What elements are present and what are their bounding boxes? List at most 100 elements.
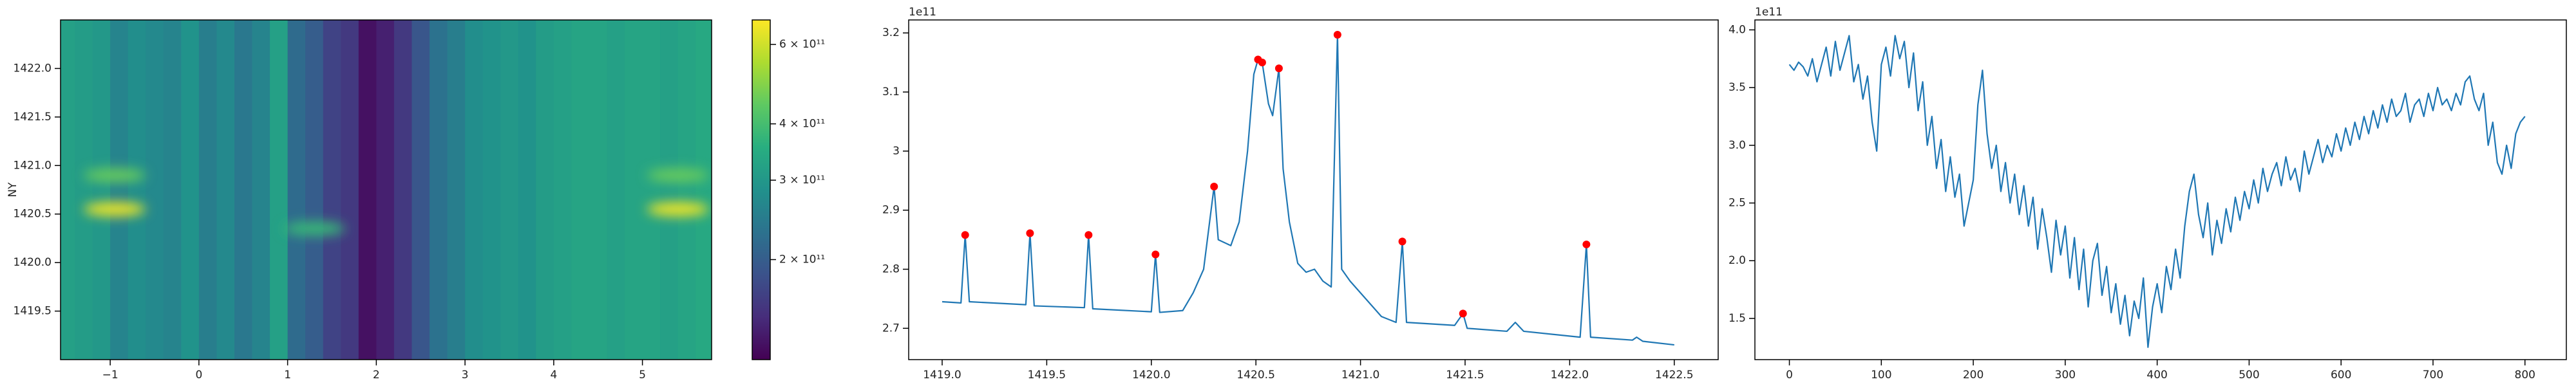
x-tick-label: 1422.5 — [1655, 369, 1693, 381]
heatmap-column — [323, 20, 341, 360]
peak-marker — [1210, 182, 1218, 190]
y-tick-label: 3 — [893, 145, 900, 158]
y-tick-label: 1421.5 — [14, 111, 52, 124]
x-tick-label: 1420.5 — [1236, 369, 1274, 381]
colorbar-tick-label: 2 × 10¹¹ — [779, 253, 825, 266]
x-tick-label: −1 — [102, 369, 118, 381]
y-tick-label: 2.0 — [1728, 254, 1746, 267]
y-tick-label: 1419.5 — [14, 305, 52, 318]
heatmap-column — [500, 20, 519, 360]
y-tick-label: 2.8 — [882, 263, 900, 276]
colorbar — [752, 19, 771, 360]
y-tick-label: 1422.0 — [14, 62, 52, 75]
heatmap-column — [589, 20, 607, 360]
y-tick-label: 3.2 — [882, 26, 900, 39]
x-tick-label: 4 — [550, 369, 557, 381]
x-tick-label: 1421.5 — [1446, 369, 1484, 381]
x-tick-label: 1421.0 — [1341, 369, 1379, 381]
y-tick-label: 3.0 — [1728, 139, 1746, 152]
heatmap-image — [61, 20, 712, 360]
heatmap-hotspot — [84, 168, 146, 183]
heatmap-column — [270, 20, 289, 360]
x-tick-label: 2 — [373, 369, 380, 381]
x-tick-label: 3 — [462, 369, 469, 381]
heatmap-column — [482, 20, 501, 360]
peak-marker — [1258, 59, 1266, 67]
colorbar-tick-label: 3 × 10¹¹ — [779, 174, 825, 187]
peak-marker — [1459, 309, 1467, 318]
heatmap-column — [607, 20, 625, 360]
heatmap-column — [376, 20, 395, 360]
heatmap-column — [429, 20, 448, 360]
heatmap-column — [677, 20, 696, 360]
x-tick-label: 1420.0 — [1132, 369, 1170, 381]
x-tick-label: 600 — [2331, 369, 2351, 381]
x-tick-label: 700 — [2423, 369, 2443, 381]
offset-text: 1e11 — [1755, 6, 1783, 19]
y-tick-label: 2.5 — [1728, 197, 1746, 210]
data-line — [1788, 35, 2526, 348]
x-tick-label: 1422.0 — [1551, 369, 1589, 381]
x-tick-label: 0 — [1786, 369, 1793, 381]
y-tick-label: 1.5 — [1728, 312, 1746, 325]
colorbar-tick-label: 6 × 10¹¹ — [779, 38, 825, 51]
y-tick-label: 2.7 — [882, 322, 900, 335]
y-tick-label: 1420.0 — [14, 256, 52, 269]
x-tick-label: 1419.5 — [1028, 369, 1066, 381]
x-tick-label: 400 — [2146, 369, 2167, 381]
heatmap-column — [518, 20, 536, 360]
data-line — [942, 33, 1674, 346]
heatmap-column — [110, 20, 129, 360]
heatmap-column — [447, 20, 466, 360]
heatmap-column — [305, 20, 324, 360]
heatmap-column — [412, 20, 430, 360]
y-tick-label: 3.5 — [1728, 81, 1746, 94]
heatmap-column — [234, 20, 253, 360]
heatmap-column — [696, 20, 712, 360]
y-tick-label: 3.1 — [882, 86, 900, 98]
heatmap-column — [625, 20, 643, 360]
offset-text: 1e11 — [909, 6, 936, 19]
heatmap-hotspot — [84, 202, 146, 217]
heatmap-column — [163, 20, 182, 360]
heatmap-column — [393, 20, 412, 360]
heatmap-column — [358, 20, 377, 360]
y-tick-label: 4.0 — [1728, 23, 1746, 36]
peak-marker — [1582, 240, 1591, 248]
axes-frame — [908, 19, 1719, 360]
peak-marker — [1333, 30, 1341, 39]
x-tick-label: 300 — [2055, 369, 2076, 381]
heatmap-column — [92, 20, 111, 360]
heatmap-column — [252, 20, 270, 360]
x-tick-label: 1419.0 — [923, 369, 961, 381]
y-tick-label: 1421.0 — [14, 159, 52, 172]
axes-frame — [1754, 19, 2567, 360]
heatmap-column — [61, 20, 75, 360]
peak-marker — [1398, 237, 1406, 246]
heatmap-column — [660, 20, 679, 360]
heatmap-column — [198, 20, 217, 360]
heatmap-column — [216, 20, 235, 360]
peak-marker — [1084, 231, 1093, 239]
heatmap-column — [465, 20, 484, 360]
peak-marker — [1151, 250, 1160, 259]
heatmap-column — [287, 20, 306, 360]
x-tick-label: 1 — [284, 369, 291, 381]
peak-marker — [1026, 229, 1034, 237]
heatmap-column — [75, 20, 93, 360]
y-tick-label: 1420.5 — [14, 208, 52, 221]
heatmap-column — [128, 20, 146, 360]
heatmap-column — [146, 20, 164, 360]
y-tick-label: 2.9 — [882, 204, 900, 217]
x-tick-label: 800 — [2515, 369, 2535, 381]
heatmap-column — [181, 20, 200, 360]
x-tick-label: 0 — [195, 369, 202, 381]
colorbar-tick-label: 4 × 10¹¹ — [779, 118, 825, 131]
peak-marker — [961, 231, 969, 239]
axes-frame — [60, 19, 712, 360]
y-axis-label: NY — [6, 182, 19, 198]
heatmap-hotspot — [283, 221, 345, 236]
x-tick-label: 200 — [1963, 369, 1984, 381]
x-tick-label: 500 — [2239, 369, 2259, 381]
